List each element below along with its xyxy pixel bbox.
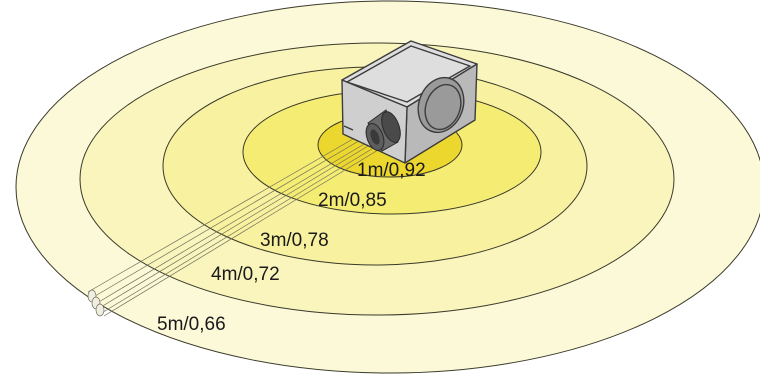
cable-bundle bbox=[87, 127, 384, 317]
ring-label-2m: 2m/0,85 bbox=[318, 190, 387, 211]
ring-label-1m: 1m/0,92 bbox=[357, 160, 426, 181]
box-top-rim bbox=[346, 45, 471, 103]
outlet-opening bbox=[417, 76, 465, 134]
pipe-connector bbox=[365, 109, 401, 152]
ring-label-5m: 5m/0,66 bbox=[157, 314, 226, 335]
outlet-opening-inner bbox=[424, 83, 462, 131]
ring-label-3m: 3m/0,78 bbox=[260, 230, 329, 251]
box-foot bbox=[343, 125, 354, 131]
ring-label-4m: 4m/0,72 bbox=[211, 264, 280, 285]
